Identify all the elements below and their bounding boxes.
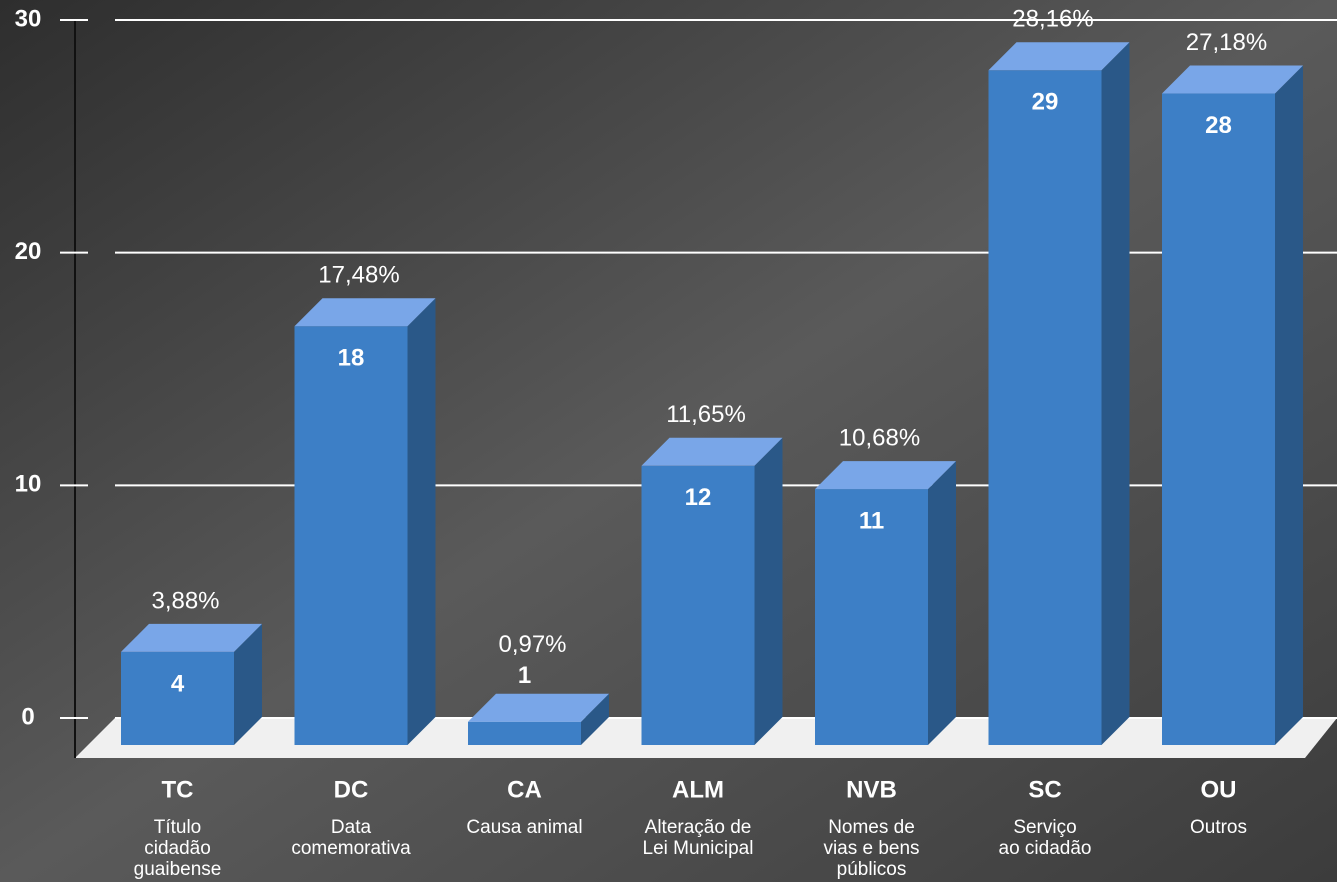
category-description: Outros (1190, 817, 1247, 838)
y-tick-label: 10 (15, 471, 42, 498)
category-description: Título (154, 817, 202, 838)
y-tick-label: 30 (15, 5, 42, 32)
category-description: públicos (837, 859, 907, 880)
y-tick-label: 20 (15, 238, 42, 265)
bar-side (928, 461, 956, 745)
value-label: 29 (1032, 89, 1059, 116)
bar (1162, 94, 1275, 745)
category-description: Causa animal (466, 817, 582, 838)
percentage-label: 27,18% (1186, 29, 1267, 56)
category-description: ao cidadão (999, 838, 1092, 859)
category-description: Alteração de (645, 817, 752, 838)
category-description: Lei Municipal (643, 838, 754, 859)
bar-side (1275, 66, 1303, 745)
value-label: 28 (1205, 112, 1232, 139)
percentage-label: 28,16% (1012, 6, 1093, 33)
category-description: Serviço (1013, 817, 1076, 838)
value-label: 11 (859, 507, 884, 534)
percentage-label: 17,48% (318, 262, 399, 289)
chart: 0 10 20 30 TC Títulocidadãoguaibense 4 3,88% DC D… (0, 0, 1337, 882)
category-description: Nomes de (828, 817, 915, 838)
x-tick-label: NVB (846, 776, 897, 803)
x-tick-label: ALM (672, 776, 724, 803)
value-label: 12 (685, 484, 712, 511)
category-description: comemorativa (291, 838, 411, 859)
value-label: 1 (518, 662, 531, 689)
x-tick-label: DC (334, 776, 369, 803)
x-tick-label: OU (1201, 776, 1237, 803)
bar-side (1102, 42, 1130, 745)
bar-side (408, 298, 436, 745)
x-tick-label: CA (507, 776, 542, 803)
x-tick-label: TC (162, 776, 194, 803)
percentage-label: 3,88% (151, 587, 219, 614)
bar (295, 326, 408, 745)
value-label: 4 (171, 670, 185, 697)
value-label: 18 (338, 345, 365, 372)
bar-side (755, 438, 783, 745)
category-description: vias e bens (823, 838, 919, 859)
category-description: cidadão (144, 838, 211, 859)
bar (121, 652, 234, 745)
percentage-label: 10,68% (839, 424, 920, 451)
category-description: guaibense (134, 859, 222, 880)
percentage-label: 0,97% (498, 631, 566, 658)
x-tick-label: SC (1028, 776, 1061, 803)
category-description: Data (331, 817, 372, 838)
percentage-label: 11,65% (666, 401, 746, 428)
bar (989, 70, 1102, 745)
bar (468, 722, 581, 745)
y-tick-label: 0 (21, 703, 34, 730)
